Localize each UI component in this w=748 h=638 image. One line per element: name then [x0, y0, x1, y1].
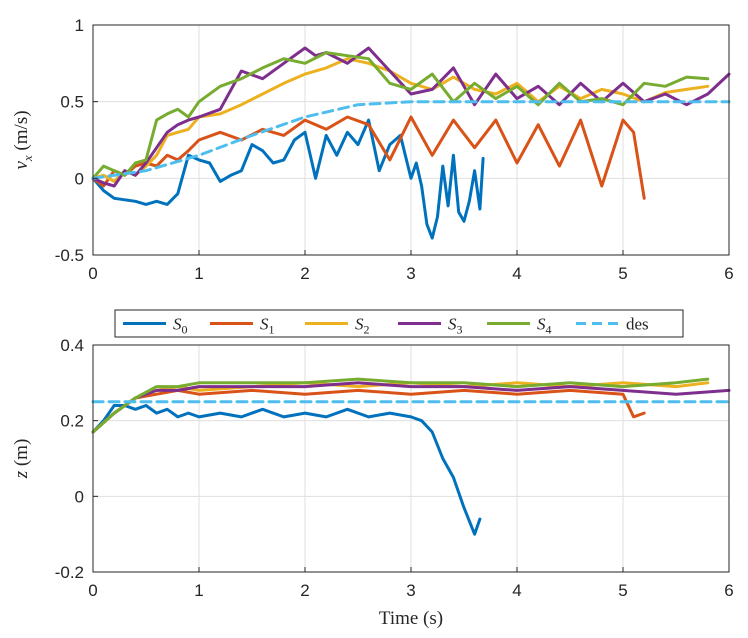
bottom-xtick-label: 6: [724, 581, 733, 600]
top-series-s0-line: [91, 118, 485, 240]
top-ytick-label: 0: [75, 169, 84, 188]
legend-script-symbol: S: [537, 315, 546, 334]
legend-subscript: 1: [269, 323, 275, 337]
legend-script-symbol: S: [173, 315, 182, 334]
top-series-des-line: [91, 100, 731, 180]
legend-script-symbol: S: [355, 315, 364, 334]
bottom-xtick-label: 0: [88, 581, 97, 600]
legend-subscript: 3: [457, 323, 463, 337]
top-y-axis-unit: (m/s): [11, 110, 32, 155]
bottom-ytick-label: 0.4: [60, 336, 84, 355]
top-xtick-label: 6: [724, 264, 733, 283]
legend: S0 S1 S2 S3 S4 des: [114, 309, 684, 338]
bottom-xtick-label: 5: [618, 581, 627, 600]
bottom-y-axis-unit: (m): [11, 439, 32, 471]
legend-label-s3: S3: [448, 315, 463, 337]
legend-subscript: 0: [182, 323, 188, 337]
top-y-axis-subscript: x: [20, 155, 35, 162]
legend-label-s4: S4: [537, 315, 552, 337]
top-y-axis-label: vx (m/s): [11, 110, 35, 169]
bottom-series-s4-line: [91, 377, 710, 434]
legend-label-s2: S2: [355, 315, 370, 337]
bottom-xtick-label: 3: [406, 581, 415, 600]
bottom-y-axis-variable: z: [11, 470, 32, 479]
top-ytick-label: 1: [75, 16, 84, 35]
legend-subscript: 2: [364, 323, 370, 337]
legend-label-s0: S0: [173, 315, 188, 337]
legend-subscript: 4: [546, 323, 552, 337]
top-xtick-label: 3: [406, 264, 415, 283]
top-xtick-label: 1: [194, 264, 203, 283]
top-ytick-label: -0.5: [55, 246, 84, 265]
top-xtick-label: 2: [300, 264, 309, 283]
bottom-ytick-label: 0.2: [60, 412, 84, 431]
height-panel: 0 1 2 3 4 5 6-0.200.20.4z (m)Time (s): [11, 336, 734, 629]
legend-script-symbol: S: [260, 315, 269, 334]
bottom-xtick-label: 4: [512, 581, 521, 600]
bottom-ytick-label: 0: [75, 487, 84, 506]
legend-script-symbol: S: [448, 315, 457, 334]
legend-label-text: des: [626, 315, 649, 334]
bottom-ytick-label: -0.2: [55, 563, 84, 582]
top-xtick-label: 0: [88, 264, 97, 283]
bottom-xtick-label: 1: [194, 581, 203, 600]
top-xtick-label: 4: [512, 264, 521, 283]
top-series-s2-line: [91, 57, 710, 183]
top-series-s4-line: [91, 51, 710, 180]
top-y-axis-variable: v: [11, 161, 32, 170]
bottom-y-axis-label: z (m): [11, 439, 32, 480]
top-xtick-label: 5: [618, 264, 627, 283]
legend-label-s1: S1: [260, 315, 275, 337]
bottom-xtick-label: 2: [300, 581, 309, 600]
bottom-series-s1-line: [91, 388, 646, 434]
top-ytick-label: 0.5: [60, 93, 84, 112]
legend-label-des: des: [626, 315, 649, 334]
top-series-s1-line: [91, 115, 646, 200]
bottom-series-s3-line: [91, 381, 731, 434]
bottom-series-s0-line: [91, 404, 482, 536]
bottom-x-axis-label: Time (s): [379, 608, 443, 629]
